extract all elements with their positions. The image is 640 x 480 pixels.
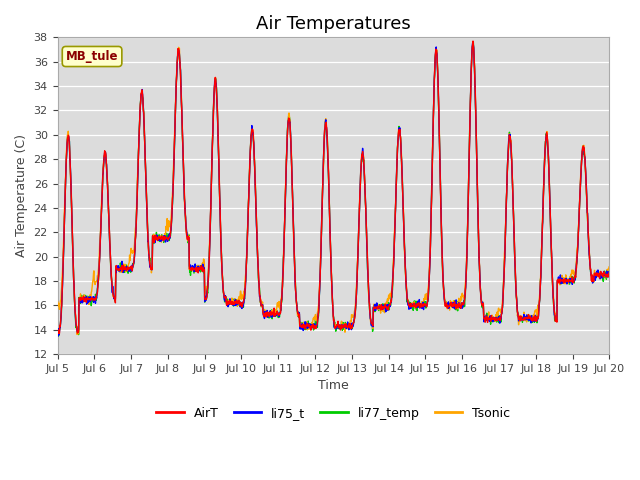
Title: Air Temperatures: Air Temperatures xyxy=(256,15,411,33)
Tsonic xyxy=(492,318,499,324)
Tsonic xyxy=(540,165,548,171)
AirT xyxy=(54,327,61,333)
Line: li77_temp: li77_temp xyxy=(58,42,609,336)
Legend: AirT, li75_t, li77_temp, Tsonic: AirT, li75_t, li77_temp, Tsonic xyxy=(152,402,515,424)
li77_temp xyxy=(470,39,477,45)
li77_temp xyxy=(540,165,548,171)
AirT xyxy=(55,330,63,336)
AirT xyxy=(492,316,499,322)
li75_t xyxy=(239,304,246,310)
AirT xyxy=(419,304,427,310)
li75_t xyxy=(540,165,548,171)
X-axis label: Time: Time xyxy=(318,379,349,392)
li75_t xyxy=(492,315,499,321)
li77_temp xyxy=(605,268,613,274)
Line: Tsonic: Tsonic xyxy=(58,43,609,335)
Line: li75_t: li75_t xyxy=(58,43,609,336)
AirT xyxy=(177,74,184,80)
AirT xyxy=(605,271,613,276)
Text: MB_tule: MB_tule xyxy=(66,50,118,63)
Tsonic xyxy=(605,264,613,270)
Tsonic xyxy=(163,216,171,221)
li77_temp xyxy=(239,301,246,307)
li75_t xyxy=(163,235,171,241)
li77_temp xyxy=(55,333,63,339)
li75_t xyxy=(605,273,613,279)
Line: AirT: AirT xyxy=(58,41,609,333)
Tsonic xyxy=(239,292,246,298)
AirT xyxy=(239,303,246,309)
Tsonic xyxy=(419,300,427,306)
Tsonic xyxy=(469,40,477,46)
li75_t xyxy=(54,333,62,339)
li75_t xyxy=(54,330,61,336)
li77_temp xyxy=(163,236,171,242)
li77_temp xyxy=(419,300,427,306)
li77_temp xyxy=(177,72,184,78)
li77_temp xyxy=(492,317,499,323)
li75_t xyxy=(468,40,476,46)
Y-axis label: Air Temperature (C): Air Temperature (C) xyxy=(15,134,28,257)
AirT xyxy=(469,38,477,44)
AirT xyxy=(163,236,171,241)
li77_temp xyxy=(54,325,61,331)
Tsonic xyxy=(177,68,184,74)
Tsonic xyxy=(54,299,61,304)
AirT xyxy=(540,166,548,172)
li75_t xyxy=(177,67,184,73)
li75_t xyxy=(419,300,427,305)
Tsonic xyxy=(73,332,81,337)
